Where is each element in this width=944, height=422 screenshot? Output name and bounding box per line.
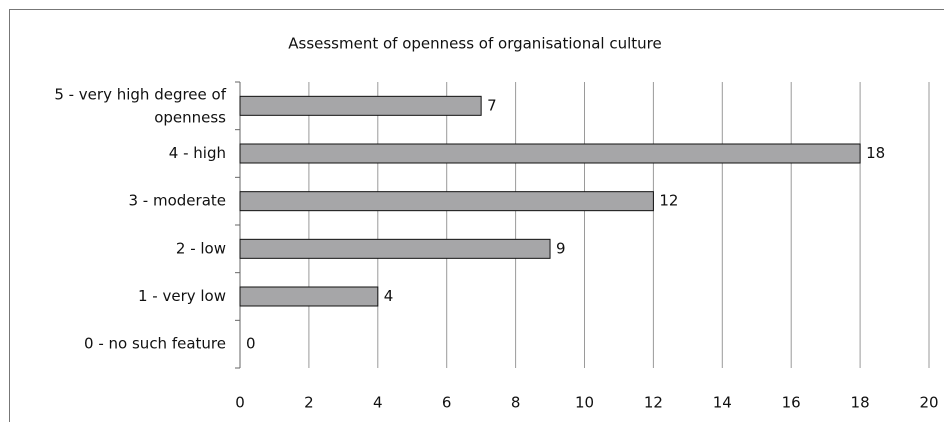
x-tick-label: 2 <box>304 394 314 412</box>
bar <box>239 286 379 307</box>
x-tick-label: 8 <box>511 394 521 412</box>
y-tick-label: 2 - low <box>176 239 226 257</box>
x-tick-label: 12 <box>644 394 663 412</box>
y-tick-label: 5 - very high degree of openness <box>54 85 226 126</box>
y-tick-label: 3 - moderate <box>129 192 227 210</box>
x-tick-label: 10 <box>575 394 594 412</box>
data-label: 12 <box>659 192 678 210</box>
chart-frame <box>9 9 944 422</box>
x-tick-label: 4 <box>373 394 383 412</box>
y-tick-label: 0 - no such feature <box>84 335 226 353</box>
data-label: 9 <box>556 239 566 257</box>
bar <box>239 95 482 116</box>
data-label: 7 <box>487 96 497 114</box>
bar <box>239 238 551 259</box>
chart-title: Assessment of openness of organisational… <box>288 35 661 53</box>
bar <box>239 143 861 164</box>
x-tick-label: 16 <box>782 394 801 412</box>
x-tick-label: 0 <box>235 394 245 412</box>
x-tick-label: 14 <box>713 394 732 412</box>
data-label: 0 <box>246 335 256 353</box>
y-tick-label: 4 - high <box>169 144 226 162</box>
data-label: 18 <box>866 144 885 162</box>
bar <box>239 191 654 212</box>
data-label: 4 <box>384 287 394 305</box>
x-tick-label: 18 <box>851 394 870 412</box>
y-tick-label: 1 - very low <box>138 287 226 305</box>
x-tick-label: 20 <box>919 394 938 412</box>
x-tick-label: 6 <box>442 394 452 412</box>
